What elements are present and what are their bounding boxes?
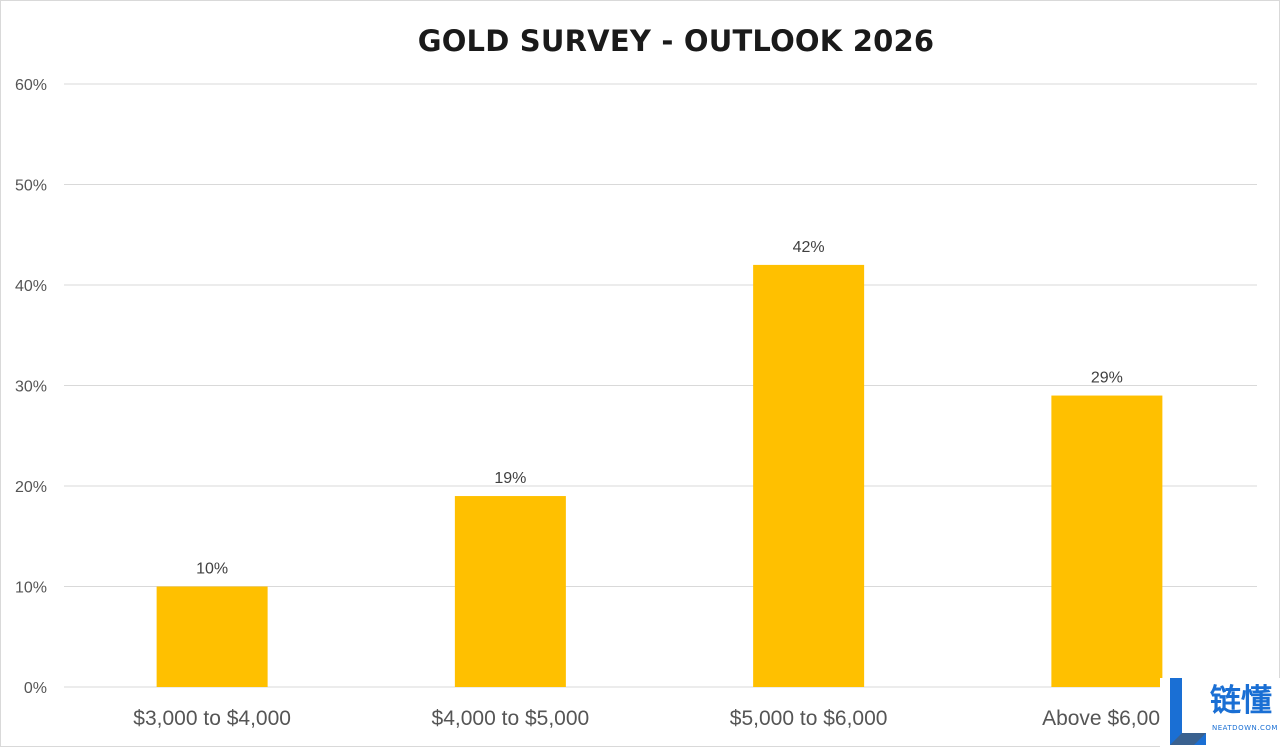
bar xyxy=(753,264,865,687)
chart-title: GOLD SURVEY - OUTLOOK 2026 xyxy=(417,24,935,58)
watermark-text: 链懂 xyxy=(1210,683,1272,719)
data-label: 10% xyxy=(196,561,228,578)
data-label: 19% xyxy=(494,470,526,487)
y-tick-label: 30% xyxy=(15,379,47,396)
watermark-subtext: NEATDOWN.COM xyxy=(1212,724,1278,732)
bar xyxy=(156,586,268,687)
y-tick-label: 0% xyxy=(24,680,47,697)
y-tick-label: 60% xyxy=(15,77,47,94)
bars xyxy=(156,264,1163,687)
data-label: 42% xyxy=(793,239,825,256)
x-axis-categories: $3,000 to $4,000 $4,000 to $5,000 $5,000 t… xyxy=(133,707,1171,730)
x-category-label: $4,000 to $5,000 xyxy=(432,707,590,730)
y-tick-label: 20% xyxy=(15,479,47,496)
bar xyxy=(454,496,566,687)
x-category-label: $3,000 to $4,000 xyxy=(133,707,291,730)
y-tick-label: 50% xyxy=(15,178,47,195)
watermark: 链懂 NEATDOWN.COM xyxy=(1160,678,1280,747)
y-tick-label: 40% xyxy=(15,278,47,295)
x-category-label: Above $6,000 xyxy=(1042,707,1172,730)
neatdown-logo-icon xyxy=(1170,678,1206,745)
bar xyxy=(1051,395,1163,687)
x-category-label: $5,000 to $6,000 xyxy=(730,707,888,730)
data-label: 29% xyxy=(1091,370,1123,387)
data-labels: 10% 19% 42% 29% xyxy=(196,239,1123,578)
y-axis-ticks: 0% 10% 20% 30% 40% 50% 60% xyxy=(15,77,47,697)
y-tick-label: 10% xyxy=(15,580,47,597)
